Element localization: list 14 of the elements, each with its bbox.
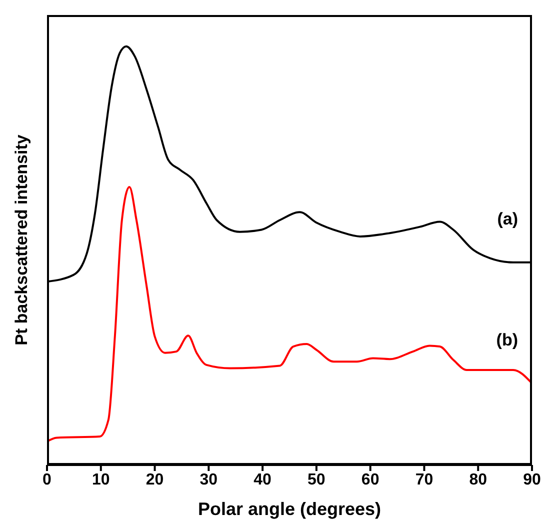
x-tick-label: 70 <box>415 471 434 488</box>
y-axis-title: Pt backscattered intensity <box>12 134 32 346</box>
x-tick-label: 20 <box>146 471 164 488</box>
x-tick-label: 60 <box>361 471 380 488</box>
x-tick-label: 80 <box>469 471 488 488</box>
x-tick-label: 90 <box>523 471 541 488</box>
series-label: (b) <box>496 330 518 350</box>
x-tick-label: 10 <box>92 471 110 488</box>
x-tick-label: 0 <box>42 471 52 488</box>
series-label: (a) <box>497 209 518 228</box>
x-tick-label: 30 <box>200 471 218 488</box>
x-axis-title: Polar angle (degrees) <box>198 499 382 519</box>
x-tick-label: 50 <box>308 471 326 488</box>
x-tick-label: 40 <box>254 471 272 488</box>
